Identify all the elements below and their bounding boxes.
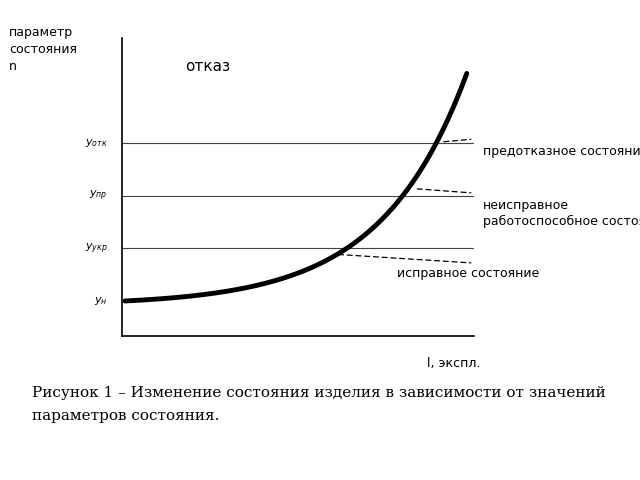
Text: $y_{пр}$: $y_{пр}$ <box>89 189 108 203</box>
Text: l, экспл.: l, экспл. <box>428 357 481 370</box>
Text: Рисунок 1 – Изменение состояния изделия в зависимости от значений: Рисунок 1 – Изменение состояния изделия … <box>32 386 605 400</box>
Text: неисправное
работоспособное состояние: неисправное работоспособное состояние <box>483 199 640 228</box>
Text: $y_{укр}$: $y_{укр}$ <box>84 241 108 256</box>
Text: параметр
состояния
n: параметр состояния n <box>9 26 77 73</box>
Text: отказ: отказ <box>185 59 230 74</box>
Text: $y_{отк}$: $y_{отк}$ <box>84 137 108 149</box>
Text: исправное состояние: исправное состояние <box>397 267 539 280</box>
Text: предотказное состояние: предотказное состояние <box>483 144 640 158</box>
Text: $y_н$: $y_н$ <box>94 295 108 307</box>
Text: параметров состояния.: параметров состояния. <box>32 409 220 423</box>
